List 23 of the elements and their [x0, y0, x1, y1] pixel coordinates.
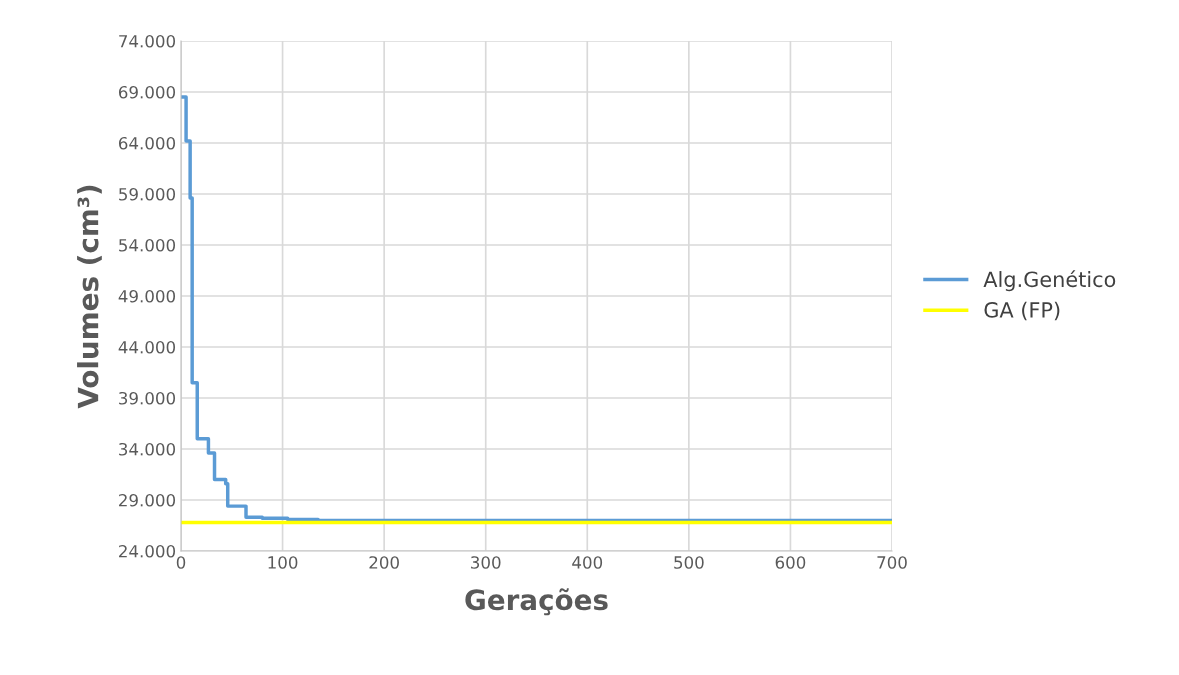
y-tick-label: 59.000: [119, 187, 176, 201]
x-tick-label: 0: [176, 556, 186, 569]
y-tick-label: 44.000: [118, 340, 176, 354]
y-tick-label: 24.000: [119, 544, 176, 558]
x-tick-label: 500: [674, 556, 704, 569]
y-tick-label: 39.000: [119, 391, 176, 405]
x-tick-label: 600: [775, 556, 806, 569]
y-axis-title: Volumes (cm³): [77, 185, 102, 409]
x-tick-label: 100: [268, 556, 298, 569]
x-tick-label: 300: [471, 556, 501, 569]
x-tick-label: 400: [572, 556, 603, 569]
y-tick-label: 49.000: [118, 289, 176, 303]
y-tick-label: 74.000: [119, 34, 176, 48]
legend-label: GA (FP): [984, 301, 1060, 321]
legend-label: Alg.Genético: [983, 270, 1116, 292]
y-tick-label: 64.000: [118, 136, 176, 150]
x-axis-title: Gerações: [465, 588, 608, 616]
x-tick-label: 700: [877, 556, 907, 569]
x-tick-label: 200: [369, 556, 399, 569]
y-tick-label: 34.000: [119, 442, 176, 456]
y-tick-label: 69.000: [118, 85, 176, 99]
y-tick-label: 54.000: [119, 238, 176, 252]
y-tick-label: 29.000: [119, 493, 176, 507]
